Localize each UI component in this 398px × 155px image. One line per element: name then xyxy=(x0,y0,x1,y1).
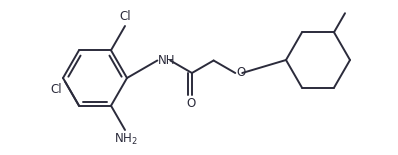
Text: Cl: Cl xyxy=(119,10,131,23)
Text: NH: NH xyxy=(158,54,176,67)
Text: O: O xyxy=(236,66,246,80)
Text: NH$_2$: NH$_2$ xyxy=(114,132,138,147)
Text: O: O xyxy=(186,97,195,110)
Text: Cl: Cl xyxy=(51,83,62,96)
